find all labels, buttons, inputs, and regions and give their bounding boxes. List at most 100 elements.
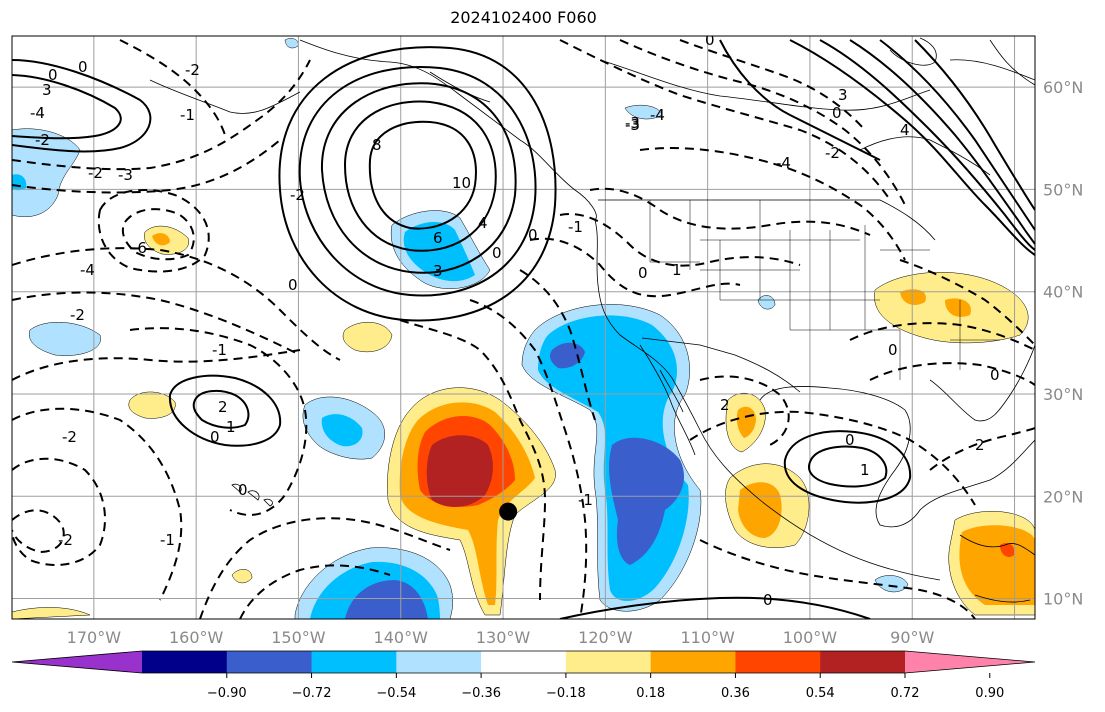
colorbar-tick-label: 0.90 xyxy=(975,686,1004,701)
contour-label: 10 xyxy=(452,174,471,192)
contour-dashed-rockies xyxy=(639,147,906,261)
longitude-label: 160°W xyxy=(169,628,224,647)
contour-dashed-pacific-1 xyxy=(12,247,341,361)
contour-dashed-west-coast-2 xyxy=(559,213,801,267)
colorbar xyxy=(11,650,1036,674)
contour-label: -1 xyxy=(180,106,195,124)
latitude-label: 20°N xyxy=(1043,487,1083,506)
contour-label: 0 xyxy=(990,366,1000,384)
shade-yellow-south-small xyxy=(231,569,253,584)
longitude-label: 130°W xyxy=(476,628,531,647)
colorbar-segment xyxy=(142,651,228,673)
latitude-labels: 10°N 20°N 30°N 40°N 50°N 60°N xyxy=(1043,78,1083,608)
latitude-label: 40°N xyxy=(1043,283,1083,302)
contour-high-mexico-inner xyxy=(808,445,888,488)
longitude-label: 100°W xyxy=(783,628,838,647)
longitude-label: 140°W xyxy=(374,628,429,647)
colorbar-segment xyxy=(820,651,906,673)
contour-label: 2 xyxy=(975,436,985,454)
colorbar-segment xyxy=(226,651,313,673)
map-layers: 8 10 6 4 0 0 -1 3 0 -6 -4 -2 -1 2 1 0 -2… xyxy=(12,31,1035,619)
border-us-canada xyxy=(598,199,936,241)
shade-lightblue-canada xyxy=(624,104,663,120)
border-us-mexico xyxy=(641,337,801,393)
colorbar-tick-label: −0.90 xyxy=(207,686,247,701)
colorbar-extend-high xyxy=(905,651,1035,673)
contour-northeast-3 xyxy=(849,39,1035,245)
colorbar-segment xyxy=(735,651,821,673)
contour-label: 0 xyxy=(705,31,715,49)
colorbar-tick-label: 0.18 xyxy=(636,686,665,701)
contour-northeast-2 xyxy=(819,39,1035,251)
contour-label: -2 xyxy=(35,131,50,149)
shade-orange-caribbean xyxy=(959,525,1035,605)
contour-label: 1 xyxy=(860,461,870,479)
coastline-gulf-mexico xyxy=(759,386,1035,528)
contour-dashed-central-5 xyxy=(239,564,391,619)
contour-high-gulf-alaska-1 xyxy=(368,120,477,230)
contour-dashed-central-3 xyxy=(519,269,596,421)
contour-dashed-pacific-3 xyxy=(12,349,301,381)
colorbar-ticks: −0.90 −0.72 −0.54 −0.36 −0.18 0.18 0.36 0.54 0.7… xyxy=(207,673,1004,701)
contour-label: -3 xyxy=(625,116,640,134)
contour-label: 0 xyxy=(763,591,773,609)
contour-yukon xyxy=(719,39,881,161)
shade-lightblue-west xyxy=(28,321,101,356)
contour-dashed-mexico-1 xyxy=(699,375,790,446)
contour-label: -3 xyxy=(118,166,133,184)
contour-dashed-atlantic xyxy=(899,259,1035,346)
coastline-north-america-west xyxy=(594,219,941,581)
contour-high-gulf-alaska-3 xyxy=(320,82,517,274)
contour-label: 3 xyxy=(433,262,443,280)
coastline-caribbean xyxy=(959,534,1035,603)
contour-label: 0 xyxy=(210,428,220,446)
contour-dashed-central-2 xyxy=(469,299,588,619)
contour-dashed-canada-3 xyxy=(679,39,866,131)
contour-high-hawaii xyxy=(168,374,282,447)
contour-dashed-pacific-4 xyxy=(12,407,183,601)
shade-lightblue-caribbean-west xyxy=(874,575,909,593)
map-frame xyxy=(11,35,1036,620)
contour-dashed-east-3 xyxy=(929,427,1035,471)
contour-dashed-east-2 xyxy=(869,362,1035,386)
coastline-hawaii xyxy=(231,483,273,507)
contour-dashed-east-1 xyxy=(849,322,1035,351)
page-title: 2024102400 F060 xyxy=(450,8,597,27)
contours-dashed xyxy=(12,39,1035,619)
contour-label: 3 xyxy=(42,81,52,99)
contour-lines xyxy=(12,39,1035,619)
state-borders xyxy=(649,200,1000,380)
contour-bering-1 xyxy=(12,59,152,153)
contour-south-zero xyxy=(559,596,871,619)
shade-lightblue-rockies xyxy=(757,295,776,310)
contour-dashed-pacific-5 xyxy=(12,457,106,566)
longitude-label: 120°W xyxy=(578,628,633,647)
latitude-label: 10°N xyxy=(1043,590,1083,609)
contour-label: 6 xyxy=(433,229,443,247)
contour-label: -1 xyxy=(568,218,583,236)
colorbar-tick-label: −0.72 xyxy=(292,686,332,701)
contour-high-mexico xyxy=(783,430,912,504)
shade-darkred-pacific-central xyxy=(426,435,493,507)
contour-label: 2 xyxy=(218,398,228,416)
contour-high-hawaii-inner xyxy=(192,389,250,429)
contour-dashed-pacific-6 xyxy=(12,509,65,554)
contour-bering-2 xyxy=(12,74,122,140)
contour-label: 0 xyxy=(528,226,538,244)
shade-yellow-pacific-small xyxy=(342,322,393,353)
colorbar-extend-low xyxy=(12,651,142,673)
coastline-florida-east xyxy=(929,344,1035,422)
contour-label: -2 xyxy=(58,531,73,549)
longitude-labels: 170°W 160°W 150°W 140°W 130°W 120°W 110°W 100°W… xyxy=(67,628,935,647)
longitude-label: 150°W xyxy=(271,628,326,647)
contour-label: 0 xyxy=(832,104,842,122)
map-background xyxy=(12,36,1035,619)
contour-label: -4 xyxy=(650,106,665,124)
contour-label: 1 xyxy=(672,261,682,279)
contour-northeast-4 xyxy=(879,39,1035,231)
shade-orange-great-lakes xyxy=(900,289,971,317)
latitude-label: 60°N xyxy=(1043,78,1083,97)
contour-dashed-bering-2 xyxy=(12,139,281,194)
storm-center-marker xyxy=(499,502,518,521)
